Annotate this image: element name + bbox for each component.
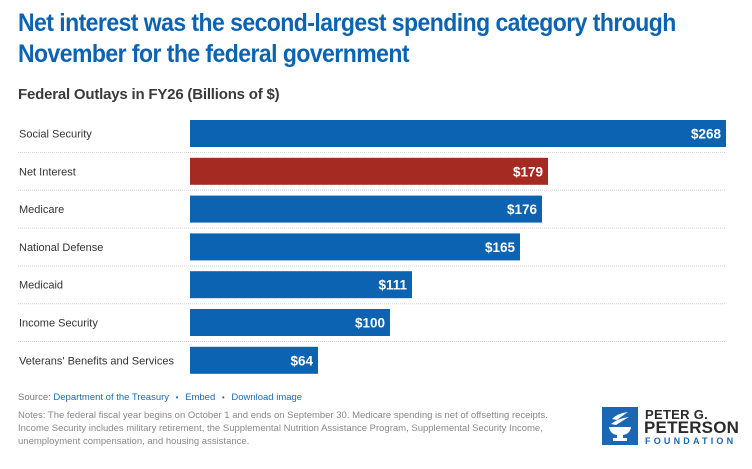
torch-icon: [602, 407, 638, 445]
bar[interactable]: [190, 346, 318, 374]
bar-row: Medicare $176: [18, 195, 726, 229]
bar-chart: Social Security $268 Net Interest $179 Medic…: [18, 120, 726, 374]
separator: •: [175, 393, 179, 402]
bar[interactable]: [190, 309, 390, 336]
source-line: Source: Department of the Treasury • Emb…: [18, 392, 302, 403]
category-label: Medicare: [19, 204, 64, 216]
bar-row: Medicaid $111: [18, 271, 726, 305]
category-label: Net Interest: [19, 166, 76, 178]
data-label: $165: [485, 240, 516, 255]
bar-row: National Defense $165: [18, 233, 726, 267]
logo-text-line3: FOUNDATION: [645, 436, 737, 446]
category-label: Veterans' Benefits and Services: [19, 355, 174, 367]
embed-link[interactable]: Embed: [185, 392, 216, 403]
source-label: Source:: [18, 392, 51, 403]
bar[interactable]: [190, 195, 542, 223]
logo-text-line1: PETER G.: [645, 407, 709, 422]
data-label: $100: [355, 316, 385, 331]
download-image-link[interactable]: Download image: [231, 392, 303, 403]
category-label: National Defense: [19, 242, 103, 254]
bar[interactable]: [190, 120, 726, 147]
bar-row: Veterans' Benefits and Services $64: [19, 346, 318, 374]
data-label: $176: [507, 202, 538, 217]
peterson-foundation-logo[interactable]: PETER G. PETERSON FOUNDATION: [602, 407, 742, 447]
category-label: Social Security: [19, 129, 92, 141]
bar-row: Social Security $268: [18, 120, 726, 153]
chart-title: Net interest was the second-largest spen…: [18, 9, 676, 68]
bar[interactable]: [190, 157, 548, 185]
data-label: $268: [691, 127, 722, 142]
chart-notes: Notes: The federal fiscal year begins on…: [18, 410, 548, 447]
data-label: $64: [290, 353, 313, 368]
bar[interactable]: [190, 271, 412, 299]
bar[interactable]: [190, 233, 520, 261]
bar-row: Income Security $100: [18, 309, 726, 342]
separator: •: [221, 393, 225, 402]
chart-subtitle: Federal Outlays in FY26 (Billions of $): [18, 86, 280, 103]
bar-row: Net Interest $179: [18, 157, 726, 191]
category-label: Medicaid: [19, 280, 63, 292]
category-label: Income Security: [19, 318, 98, 330]
data-label: $179: [513, 164, 543, 179]
data-label: $111: [378, 278, 407, 293]
source-link[interactable]: Department of the Treasury: [53, 392, 170, 403]
logo-text-line2: PETERSON: [644, 418, 740, 437]
